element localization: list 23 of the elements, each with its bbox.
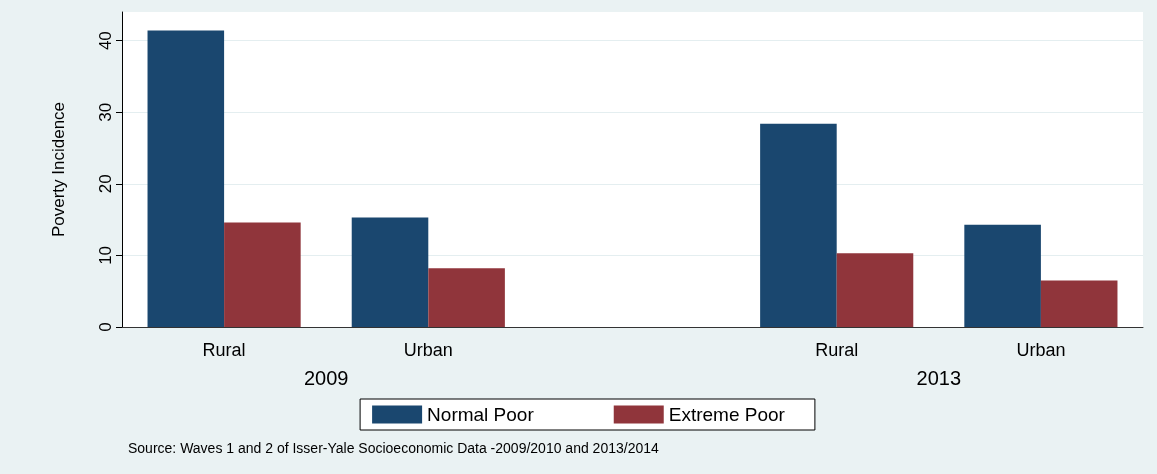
bar: [224, 222, 301, 327]
legend-label: Extreme Poor: [668, 404, 786, 425]
y-tick-label: 0: [96, 322, 115, 332]
x-tick-label: Rural: [815, 340, 859, 360]
x-tick-label: Urban: [403, 340, 453, 360]
bar: [147, 30, 225, 327]
bar: [351, 217, 429, 327]
bar: [428, 268, 505, 327]
y-tick-label: 10: [96, 245, 115, 265]
bar: [1040, 280, 1118, 327]
source-note: Source: Waves 1 and 2 of Isser-Yale Socioeconomic Data -2009/2010 and 2013/2014: [128, 440, 659, 456]
y-axis-title: Poverty Incidence: [49, 101, 68, 238]
y-tick-label: 20: [96, 174, 115, 194]
x-tick-label: Urban: [1016, 340, 1066, 360]
y-tick-label: 40: [96, 31, 115, 51]
text: 2013: [916, 367, 962, 389]
legend-label: Normal Poor: [427, 404, 535, 425]
bar: [760, 123, 837, 327]
x-tick-label: Rural: [202, 340, 246, 360]
bar: [836, 253, 914, 327]
bar: [964, 224, 1041, 327]
y-tick-label: 30: [96, 102, 115, 122]
text: 2009: [303, 367, 349, 389]
